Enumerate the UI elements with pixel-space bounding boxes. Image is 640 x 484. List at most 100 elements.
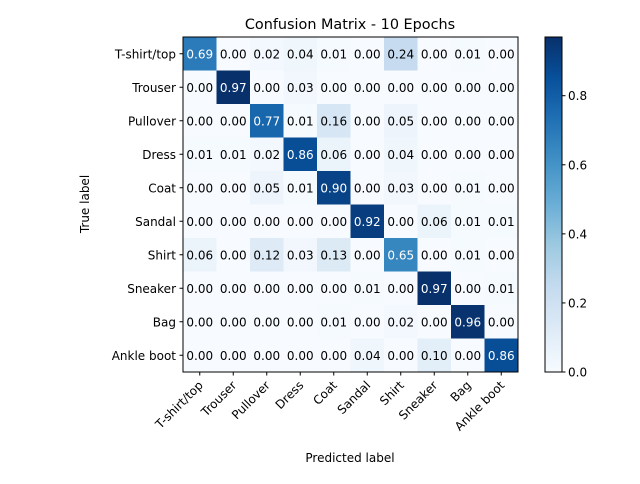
cell-value-label: 0.00 [320, 215, 347, 229]
heatmap-cell [384, 238, 418, 272]
cell-value-label: 0.00 [421, 181, 448, 195]
y-tick-label: Dress [142, 148, 176, 162]
cell-value-label: 0.01 [186, 148, 213, 162]
cell-value-label: 0.00 [488, 114, 515, 128]
matrix-frame [182, 36, 519, 373]
cell-value-label: 0.00 [287, 349, 314, 363]
heatmap-cell [484, 204, 519, 239]
cell-value-label: 0.01 [354, 282, 381, 296]
cell-value-label: 0.00 [220, 282, 247, 296]
cell-value-label: 0.01 [287, 114, 314, 128]
cell-value-label: 0.00 [186, 181, 213, 195]
cell-value-label: 0.00 [354, 81, 381, 95]
heatmap-cell [183, 271, 217, 306]
heatmap-cell [183, 37, 217, 71]
heatmap-cell [484, 37, 519, 71]
cell-value-label: 0.00 [387, 282, 414, 296]
heatmap-cell [451, 338, 485, 373]
heatmap-cell [384, 204, 418, 239]
heatmap-cell [484, 338, 519, 373]
cell-value-label: 0.97 [421, 282, 448, 296]
cell-value-label: 0.00 [253, 215, 280, 229]
heatmap-cell [350, 271, 385, 306]
heatmap-cell [417, 338, 452, 373]
heatmap-cell [451, 238, 485, 272]
heatmap-cell [216, 137, 251, 172]
heatmap-cell [350, 70, 385, 105]
cell-value-label: 0.00 [287, 315, 314, 329]
cell-value-label: 0.00 [488, 181, 515, 195]
heatmap-cell [384, 37, 418, 71]
heatmap-cell [216, 271, 251, 306]
heatmap-cell [484, 137, 519, 172]
cell-value-label: 0.00 [454, 148, 481, 162]
heatmap-cell [484, 70, 519, 105]
heatmap-cell [250, 338, 284, 373]
cell-value-label: 0.04 [354, 349, 381, 363]
cell-value-label: 0.06 [320, 148, 347, 162]
heatmap-cell [317, 271, 351, 306]
x-axis-label: Predicted label [305, 451, 394, 465]
heatmap-cell [250, 137, 284, 172]
heatmap-cell [183, 70, 217, 105]
heatmap-cell [384, 338, 418, 373]
cell-value-label: 0.00 [186, 81, 213, 95]
cell-value-label: 0.01 [220, 148, 247, 162]
heatmap-cell [250, 238, 284, 272]
cell-value-label: 0.00 [220, 181, 247, 195]
colorbar-tick-label: 0.2 [568, 296, 587, 310]
heatmap-cell [250, 104, 284, 138]
heatmap-cell [216, 338, 251, 373]
y-tick-label: Sneaker [127, 282, 176, 296]
cell-value-label: 0.02 [253, 47, 280, 61]
cell-value-label: 0.00 [220, 349, 247, 363]
heatmap-cell-labels: 0.69 0.00 0.02 0.04 0.01 0.00 0.24 0.00 0.01 0.00… [186, 47, 514, 363]
heatmap-cell [451, 137, 485, 172]
cell-value-label: 0.16 [320, 114, 347, 128]
heatmap-cell [250, 204, 284, 239]
heatmap-cell [384, 305, 418, 339]
heatmap-cell [417, 37, 452, 71]
cell-value-label: 0.06 [421, 215, 448, 229]
heatmap-cell [250, 171, 284, 205]
heatmap-cell [216, 238, 251, 272]
cell-value-label: 0.86 [287, 148, 314, 162]
chart-title: Confusion Matrix - 10 Epochs [245, 17, 455, 33]
heatmap-cell [384, 271, 418, 306]
heatmap-cell [417, 70, 452, 105]
y-tick-label: Pullover [128, 114, 176, 128]
cell-value-label: 0.10 [421, 349, 448, 363]
heatmap-cell [484, 238, 519, 272]
cell-value-label: 0.01 [287, 181, 314, 195]
cell-value-label: 0.00 [488, 248, 515, 262]
heatmap-cell [484, 171, 519, 205]
heatmap-cell [183, 305, 217, 339]
heatmap-cell [384, 70, 418, 105]
y-tick-label: Coat [148, 181, 176, 195]
heatmap-cell [317, 37, 351, 71]
heatmap-cell [417, 137, 452, 172]
cell-value-label: 0.00 [488, 47, 515, 61]
cell-value-label: 0.00 [454, 349, 481, 363]
cell-value-label: 0.00 [186, 114, 213, 128]
y-tick-label: Trouser [131, 81, 176, 95]
cell-value-label: 0.01 [488, 215, 515, 229]
heatmap-cell [216, 70, 251, 105]
cell-value-label: 0.00 [320, 81, 347, 95]
colorbar-ticks: 0.0 0.2 0.4 0.6 0.8 [562, 89, 587, 380]
heatmap-cell [183, 104, 217, 138]
heatmap-cell [451, 104, 485, 138]
cell-value-label: 0.00 [220, 114, 247, 128]
heatmap-cell [317, 204, 351, 239]
cell-value-label: 0.00 [287, 215, 314, 229]
cell-value-label: 0.96 [454, 315, 481, 329]
colorbar [544, 36, 563, 373]
cell-value-label: 0.00 [186, 282, 213, 296]
cell-value-label: 0.90 [320, 181, 347, 195]
heatmap-cell [216, 104, 251, 138]
heatmap-cells [183, 37, 519, 373]
heatmap-cell [417, 104, 452, 138]
cell-value-label: 0.00 [354, 248, 381, 262]
heatmap-cell [283, 238, 318, 272]
